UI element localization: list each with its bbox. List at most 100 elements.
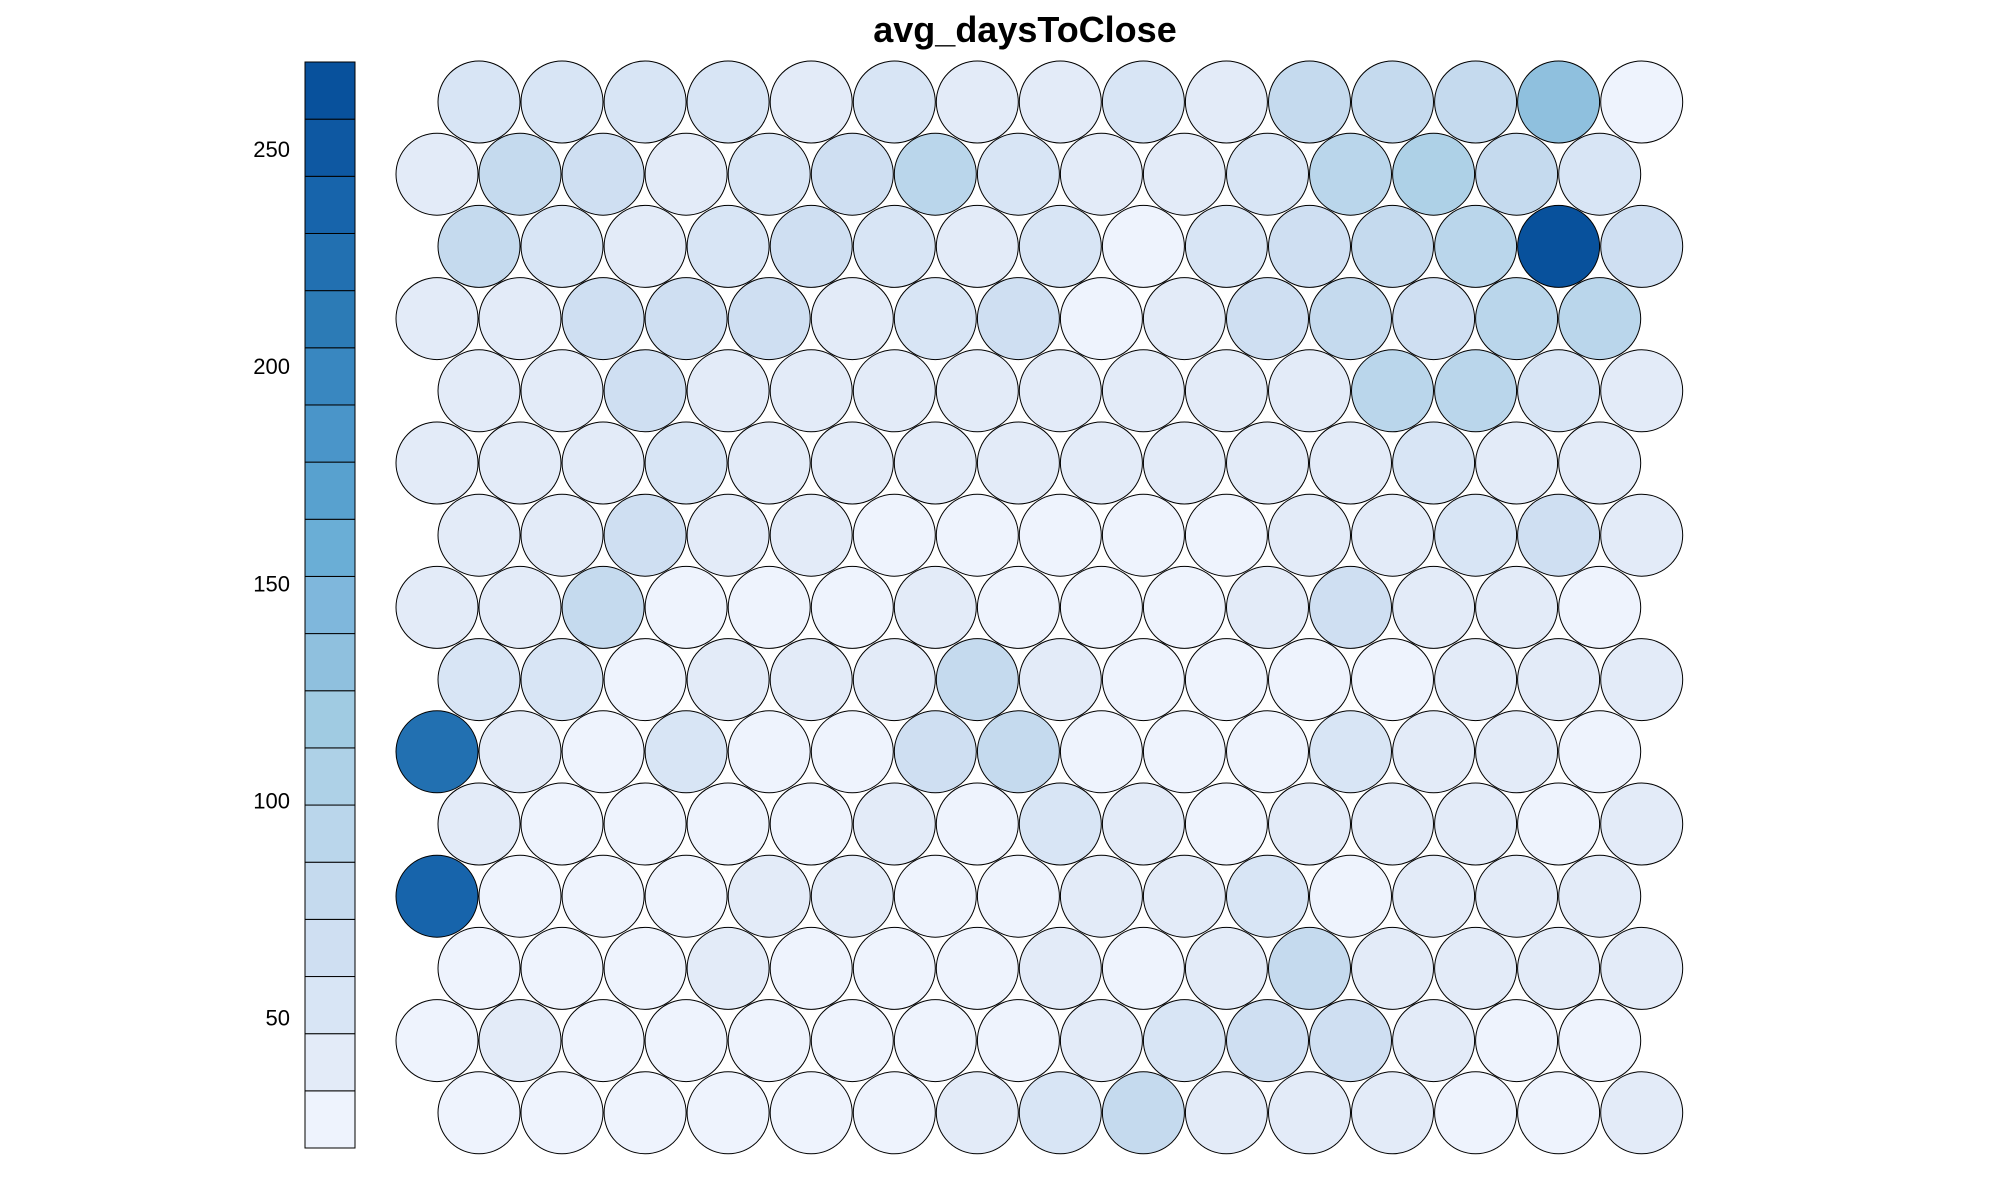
hex-cell [852, 782, 936, 866]
hex-cell [520, 782, 604, 866]
hex-cell [1309, 854, 1392, 938]
hex-cell [893, 999, 977, 1083]
hex-cell [395, 999, 479, 1083]
hex-cell [1351, 60, 1434, 144]
hex-cell [1558, 132, 1642, 216]
hex-cell [852, 638, 936, 722]
hex-cell [1309, 277, 1392, 361]
hex-cell [437, 1071, 521, 1155]
hex-cell [520, 926, 604, 1010]
hex-cell [395, 854, 479, 938]
hex-cell [1600, 493, 1684, 577]
hex-cell [686, 60, 770, 144]
hex-cell [1226, 999, 1309, 1083]
hex-cell [1434, 60, 1518, 144]
hex-cell [1142, 999, 1226, 1083]
hex-cell [478, 999, 562, 1083]
colorbar-tick-label: 100 [253, 789, 290, 814]
hex-cell [935, 1071, 1019, 1155]
hex-cell [893, 132, 977, 216]
hex-cell [1475, 565, 1559, 649]
hex-cell [1018, 638, 1102, 722]
hex-cell [1226, 277, 1309, 361]
hex-cell [1018, 926, 1102, 1010]
hex-cell [810, 710, 894, 794]
hex-cell [810, 277, 894, 361]
hex-cell [976, 854, 1060, 938]
hex-cell [1184, 926, 1268, 1010]
hex-cell [1600, 638, 1684, 722]
colorbar-swatch [304, 747, 356, 806]
hex-cell [520, 60, 604, 144]
hex-cell [935, 349, 1019, 433]
hex-cell [1351, 638, 1434, 722]
hex-cell [893, 277, 977, 361]
colorbar-swatch [304, 976, 356, 1035]
hex-cell [1018, 493, 1102, 577]
hex-cell [1558, 854, 1642, 938]
hex-cell [893, 565, 977, 649]
hex-cell [1475, 854, 1559, 938]
hex-cell [603, 204, 687, 288]
hex-cell [769, 493, 853, 577]
colorbar-ticks: 50 100 150 200 250 [253, 137, 290, 1031]
hex-cell [935, 638, 1019, 722]
hex-cell [1392, 421, 1476, 505]
hex-cell [1059, 565, 1143, 649]
hex-cell [1309, 565, 1392, 649]
hex-cell [686, 204, 770, 288]
hex-cell [1517, 60, 1601, 144]
hex-cell [1309, 710, 1392, 794]
colorbar-swatch [304, 175, 356, 234]
hex-cell [1059, 854, 1143, 938]
hex-cell [1558, 999, 1642, 1083]
hex-cell [478, 421, 562, 505]
colorbar-tick-label: 200 [253, 354, 290, 379]
hex-cell [1392, 854, 1476, 938]
hex-cell [603, 493, 687, 577]
hex-cell [1268, 204, 1351, 288]
hex-cell [1142, 854, 1226, 938]
colorbar-swatch [304, 633, 356, 692]
hex-cell [1142, 710, 1226, 794]
hex-cell [478, 565, 562, 649]
colorbar-swatch [304, 575, 356, 635]
hex-cell [603, 349, 687, 433]
colorbar-swatch [304, 61, 356, 120]
hex-cell [769, 60, 853, 144]
hex-cell [1600, 204, 1684, 288]
hex-cell [769, 782, 853, 866]
hex-cell [603, 638, 687, 722]
hex-cell [852, 60, 936, 144]
hex-cell [769, 204, 853, 288]
hex-cell [1517, 926, 1601, 1010]
hex-cell [1558, 710, 1642, 794]
hex-cell [769, 926, 853, 1010]
colorbar-swatch [304, 518, 356, 577]
hex-cell [1434, 349, 1518, 433]
hex-cell [561, 854, 645, 938]
hex-cell [644, 132, 728, 216]
hex-cell [644, 710, 728, 794]
hex-cell [1600, 60, 1684, 144]
hex-cell [1517, 349, 1601, 433]
hex-cell [1517, 638, 1601, 722]
hex-cell [520, 349, 604, 433]
hex-cell [561, 421, 645, 505]
colorbar-swatch [304, 690, 356, 749]
hex-cell [1101, 349, 1185, 433]
hex-cell [727, 710, 811, 794]
colorbar-swatch [304, 861, 356, 920]
hex-cell [1184, 1071, 1268, 1155]
hex-cell [644, 999, 728, 1083]
hex-cell [1434, 1071, 1518, 1155]
hex-cell [852, 204, 936, 288]
hex-cell [603, 60, 687, 144]
hex-cell [437, 493, 521, 577]
hex-cell [935, 60, 1019, 144]
hex-cell [1434, 926, 1518, 1010]
hex-cell [395, 565, 479, 649]
hex-cell [1184, 349, 1268, 433]
hex-cell [1351, 493, 1434, 577]
